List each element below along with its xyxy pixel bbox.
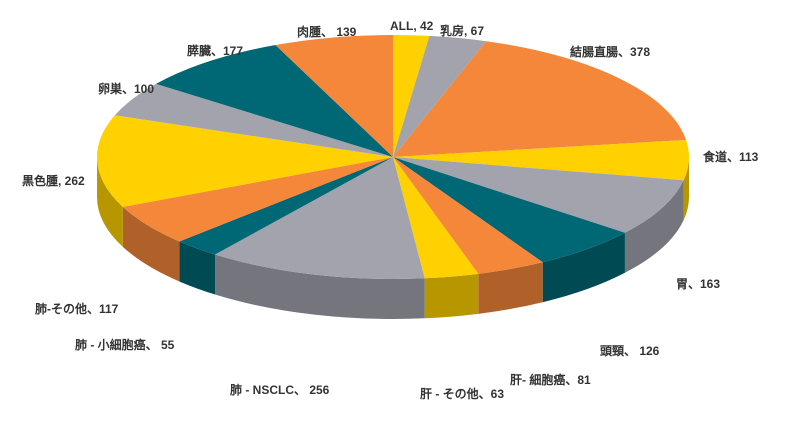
slice-label-10: 肺-その他、117: [35, 301, 119, 316]
pie-slice-11: [97, 115, 394, 207]
pie-slice-9: [179, 157, 393, 255]
pie-slice-3: [393, 139, 689, 181]
pie-slice-side-6: [478, 262, 543, 314]
pie-side-walls: [97, 157, 689, 319]
pie-slice-0: [393, 35, 430, 157]
pie-slice-10: [122, 157, 393, 242]
pie-slice-side-9: [179, 241, 216, 295]
slice-label-4: 胃、163: [676, 277, 720, 291]
pie-slice-12: [114, 83, 394, 157]
pie-slice-side-11: [97, 157, 123, 247]
pie-slice-5: [393, 157, 625, 263]
pie-top-faces: [97, 35, 689, 279]
pie-slice-8: [215, 157, 425, 279]
slice-label-2: 結腸直腸、378: [570, 44, 650, 59]
pie-slice-side-10: [122, 206, 180, 282]
pie-slice-2: [393, 41, 687, 158]
pie-slice-side-3: [683, 157, 689, 221]
slice-label-13: 膵臓、177: [187, 43, 243, 58]
pie-slice-6: [393, 157, 543, 274]
slice-label-8: 肺 - NSCLC、 256: [230, 382, 330, 397]
slice-label-14: 肉腫、 139: [297, 24, 357, 39]
pie-slice-7: [393, 157, 479, 279]
slice-label-3: 食道、113: [702, 149, 759, 164]
slice-label-12: 卵巣、100: [98, 81, 154, 96]
slice-label-5: 頭頸、 126: [600, 344, 660, 358]
pie-labels: ALL, 42 乳房, 67 結腸直腸、378 食道、113 胃、163 頭頸、 126 肝…: [22, 19, 759, 401]
pie-slice-4: [393, 157, 684, 233]
slice-label-1: 乳房, 67: [440, 23, 484, 38]
slice-label-9: 肺 - 小細胞癌、 55: [75, 337, 175, 352]
pie-slice-1: [393, 35, 487, 157]
pie-slice-side-8: [215, 254, 425, 319]
pie-slice-side-4: [624, 180, 684, 273]
slice-label-11: 黒色腫, 262: [22, 173, 85, 188]
pie-slice-side-7: [424, 273, 479, 319]
pie-slice-14: [275, 35, 393, 157]
pie-slice-side-5: [542, 232, 625, 303]
slice-label-0: ALL, 42: [390, 19, 434, 33]
pie-slice-13: [156, 45, 393, 157]
slice-label-7: 肝 - その他、63: [420, 386, 504, 401]
slice-label-6: 肝- 細胞癌、81: [510, 372, 591, 387]
